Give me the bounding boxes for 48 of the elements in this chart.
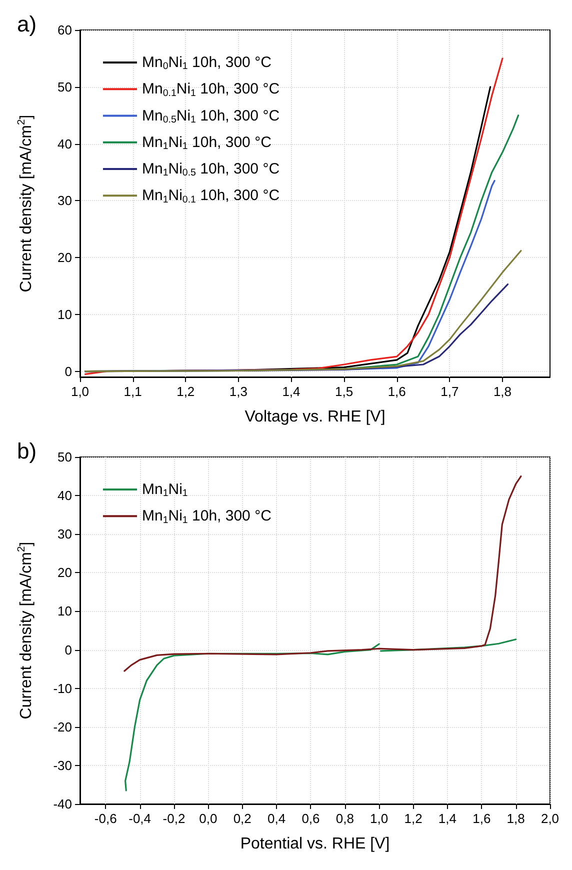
x-tick-label: 1,2 xyxy=(176,384,195,399)
x-tick-label: 1,0 xyxy=(370,811,388,826)
x-tick-label: 1,2 xyxy=(404,811,422,826)
x-tick-label: 1,6 xyxy=(388,384,406,399)
x-tick-label: 0,6 xyxy=(302,811,320,826)
line-series xyxy=(84,250,522,372)
x-tick-label: 0,8 xyxy=(336,811,354,826)
chart-title: a) xyxy=(17,12,37,36)
y-tick-label: 30 xyxy=(58,193,72,208)
chart-title: b) xyxy=(17,438,37,464)
x-tick-label: -0,4 xyxy=(128,811,152,826)
y-tick-label: -10 xyxy=(53,680,72,696)
y-tick-label: 10 xyxy=(58,306,72,322)
x-tick-label: 0,0 xyxy=(199,811,218,826)
y-tick-label: 40 xyxy=(58,136,72,152)
x-tick-label: 0,2 xyxy=(233,811,252,826)
y-tick-label: 10 xyxy=(58,604,72,619)
y-tick-label: -30 xyxy=(53,758,72,773)
x-axis-title: Voltage vs. RHE [V] xyxy=(244,408,386,426)
y-tick-label: 20 xyxy=(58,565,72,580)
x-axis-title: Potential vs. RHE [V] xyxy=(240,836,390,852)
line-series xyxy=(124,475,522,672)
x-tick-label: 1,7 xyxy=(440,384,459,399)
y-tick-label: 40 xyxy=(58,488,72,504)
y-tick-label: 0 xyxy=(64,364,72,379)
x-tick-label: 1,6 xyxy=(472,811,491,826)
y-tick-label: 50 xyxy=(58,450,72,464)
x-tick-label: 1,5 xyxy=(335,384,354,399)
x-tick-label: 1,8 xyxy=(506,811,525,826)
x-tick-label: 1,8 xyxy=(493,384,512,399)
x-tick-label: 1,4 xyxy=(282,384,300,399)
y-axis-title: Current density [mA/cm2] xyxy=(16,114,36,292)
y-tick-label: 0 xyxy=(64,642,72,658)
x-tick-label: 1,4 xyxy=(438,811,456,826)
x-tick-label: 2,0 xyxy=(540,811,560,826)
y-tick-label: -20 xyxy=(53,719,72,734)
x-tick-label: -0,6 xyxy=(94,811,117,826)
x-tick-label: 1,1 xyxy=(124,384,142,399)
y-axis-title: Current density [mA/cm2] xyxy=(16,542,36,720)
x-tick-label: -0,2 xyxy=(162,811,186,826)
x-tick-label: 0,4 xyxy=(268,811,286,826)
y-tick-label: 30 xyxy=(58,526,72,542)
y-tick-label: 50 xyxy=(58,79,72,94)
y-tick-label: 60 xyxy=(58,22,72,38)
y-tick-label: 20 xyxy=(58,250,72,266)
y-tick-label: -40 xyxy=(53,796,72,812)
x-tick-label: 1,0 xyxy=(70,384,90,399)
x-tick-label: 1,3 xyxy=(229,384,248,399)
